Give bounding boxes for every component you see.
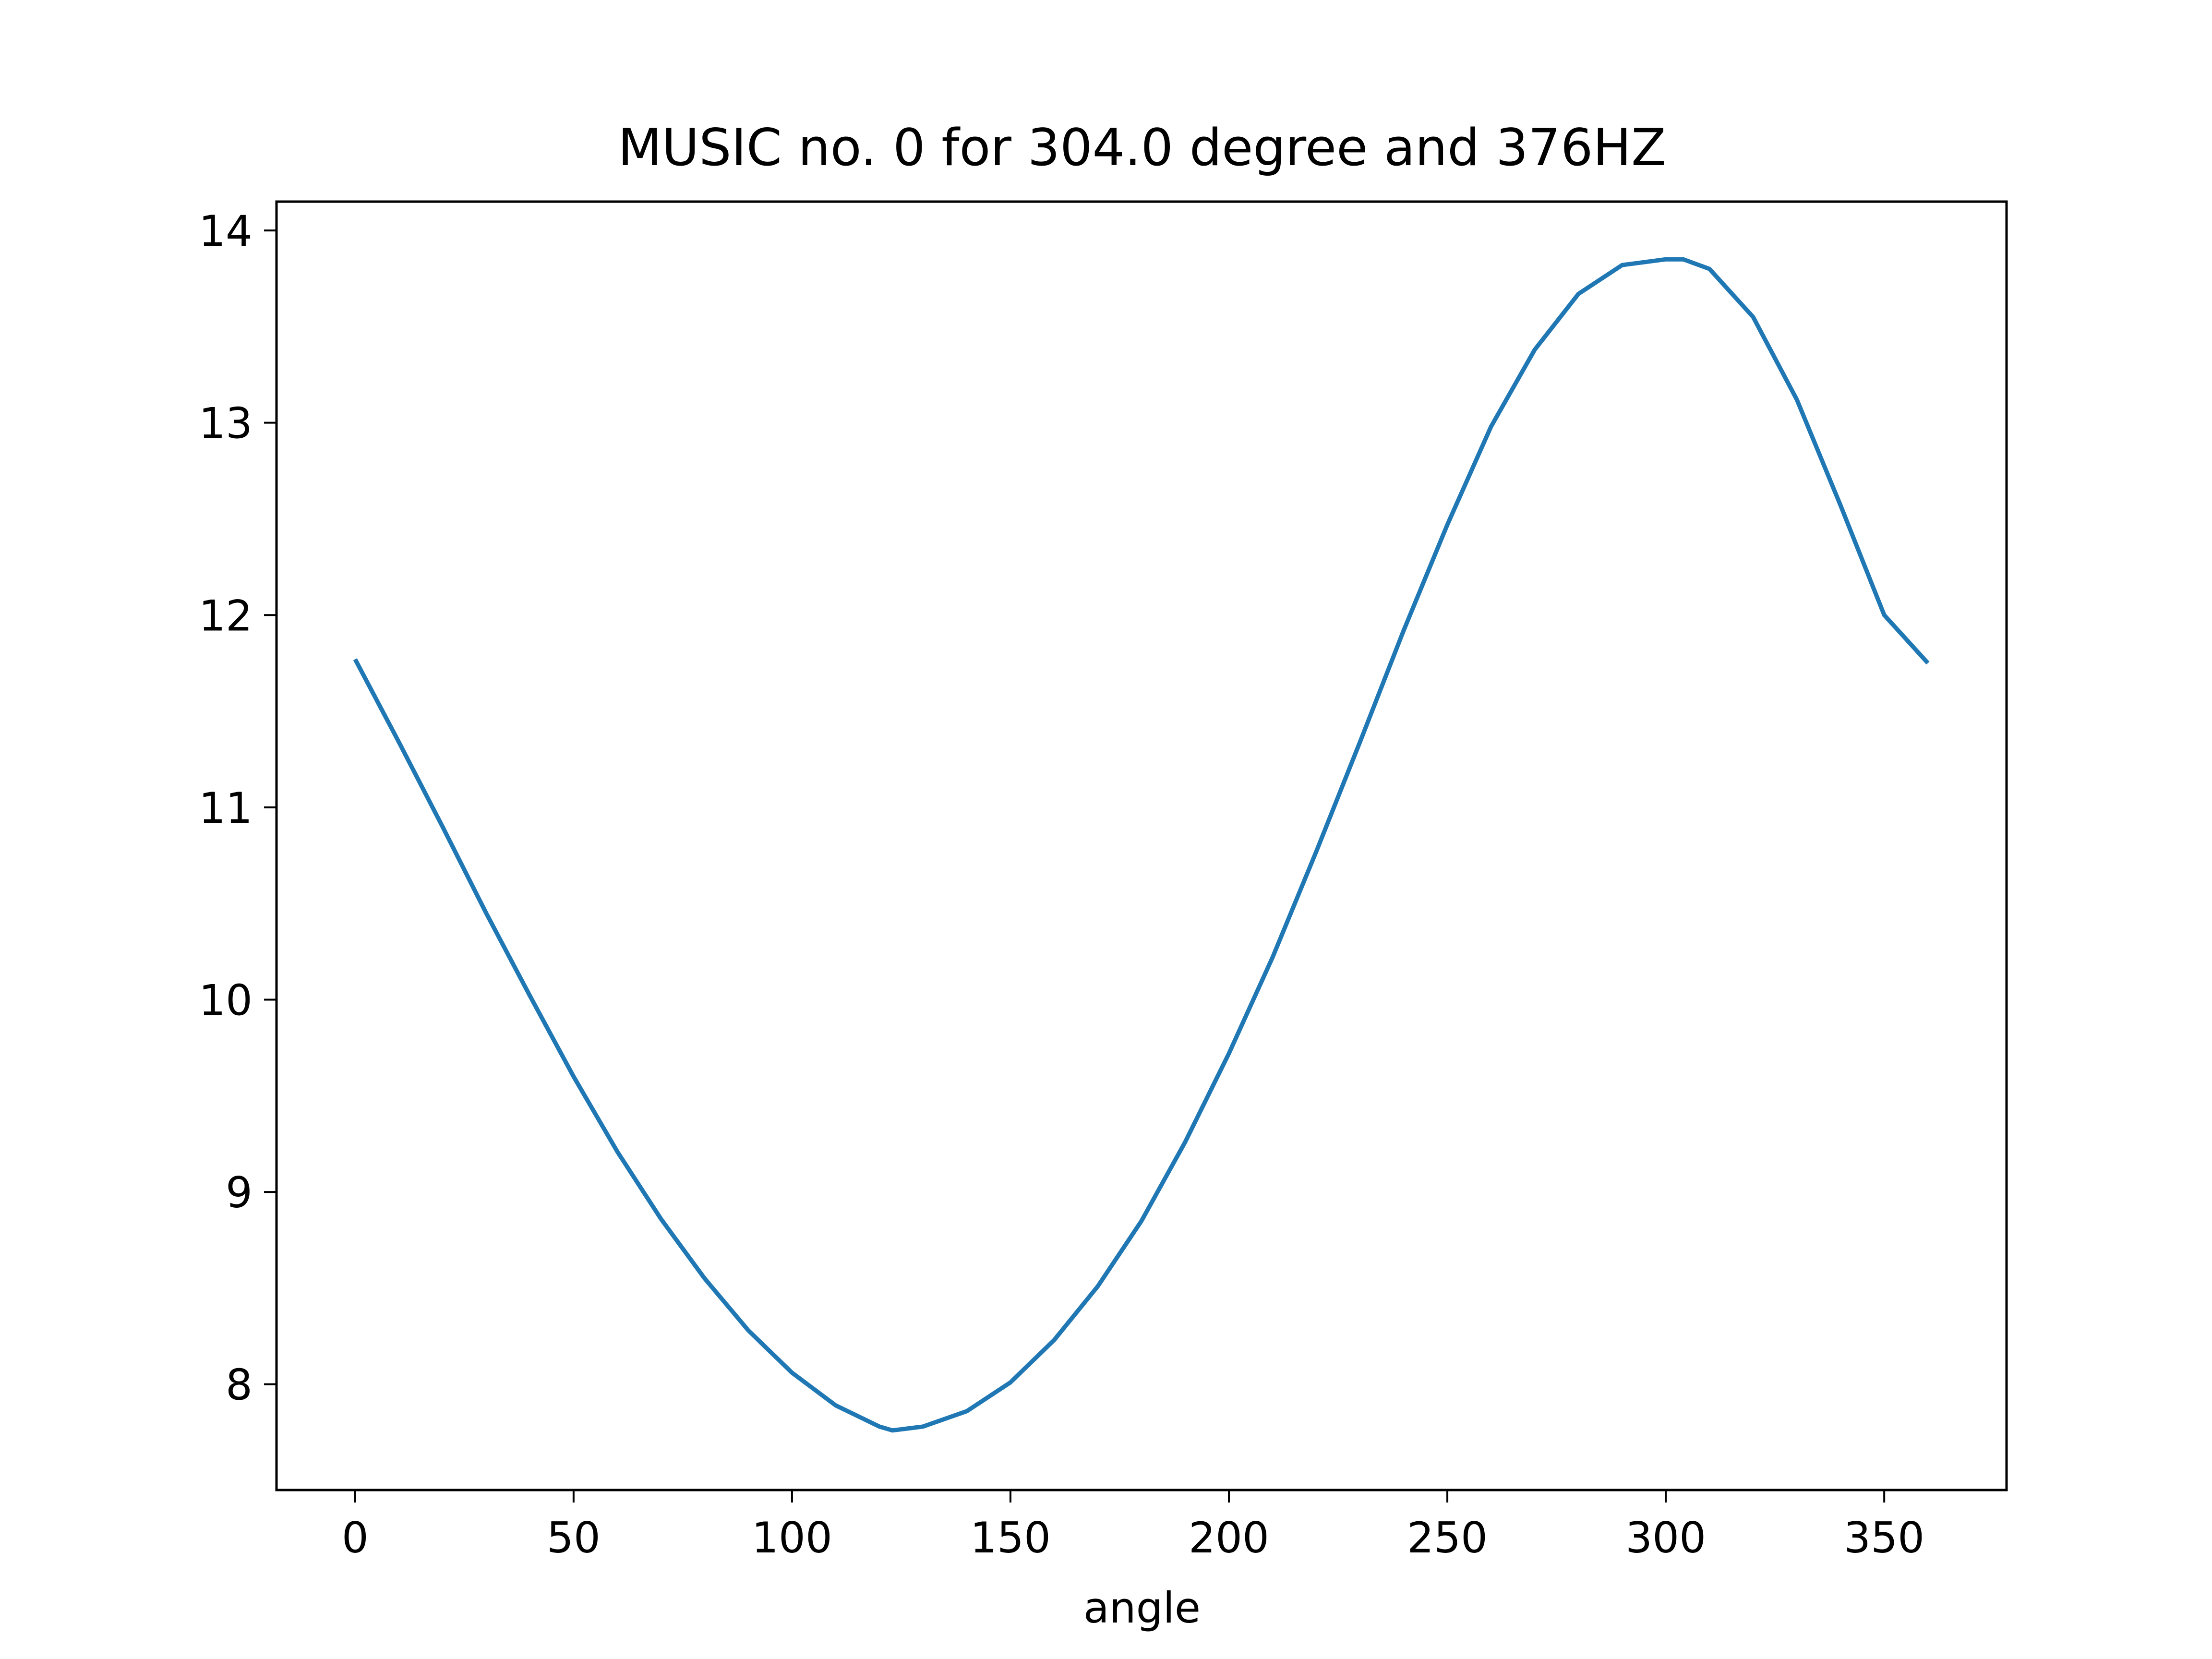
y-tick-label-8: 8 (226, 1360, 252, 1410)
series-line-0 (353, 257, 1930, 1433)
x-tick-label-0: 0 (342, 1513, 369, 1563)
x-axis-label: angle (1083, 1583, 1201, 1633)
x-tick-label-300: 300 (1625, 1513, 1706, 1563)
y-tick-label-10: 10 (199, 975, 252, 1025)
x-tick-label-150: 150 (970, 1513, 1051, 1563)
y-tick-label-13: 13 (199, 399, 252, 448)
y-tick-label-9: 9 (226, 1168, 252, 1217)
x-tick-label-200: 200 (1189, 1513, 1269, 1563)
x-tick-label-250: 250 (1407, 1513, 1488, 1563)
x-tick-label-100: 100 (752, 1513, 832, 1563)
y-tick-label-11: 11 (199, 783, 252, 833)
y-tick-label-12: 12 (199, 591, 252, 640)
y-tick-label-14: 14 (199, 206, 252, 256)
chart-title: MUSIC no. 0 for 304.0 degree and 376HZ (618, 118, 1666, 177)
axes-frame (275, 200, 2008, 1491)
x-tick-label-50: 50 (547, 1513, 601, 1563)
plot-area: 0 50 100 150 200 250 300 350 8 9 10 11 12 13 14 (199, 200, 2008, 1563)
x-tick-label-350: 350 (1844, 1513, 1924, 1563)
